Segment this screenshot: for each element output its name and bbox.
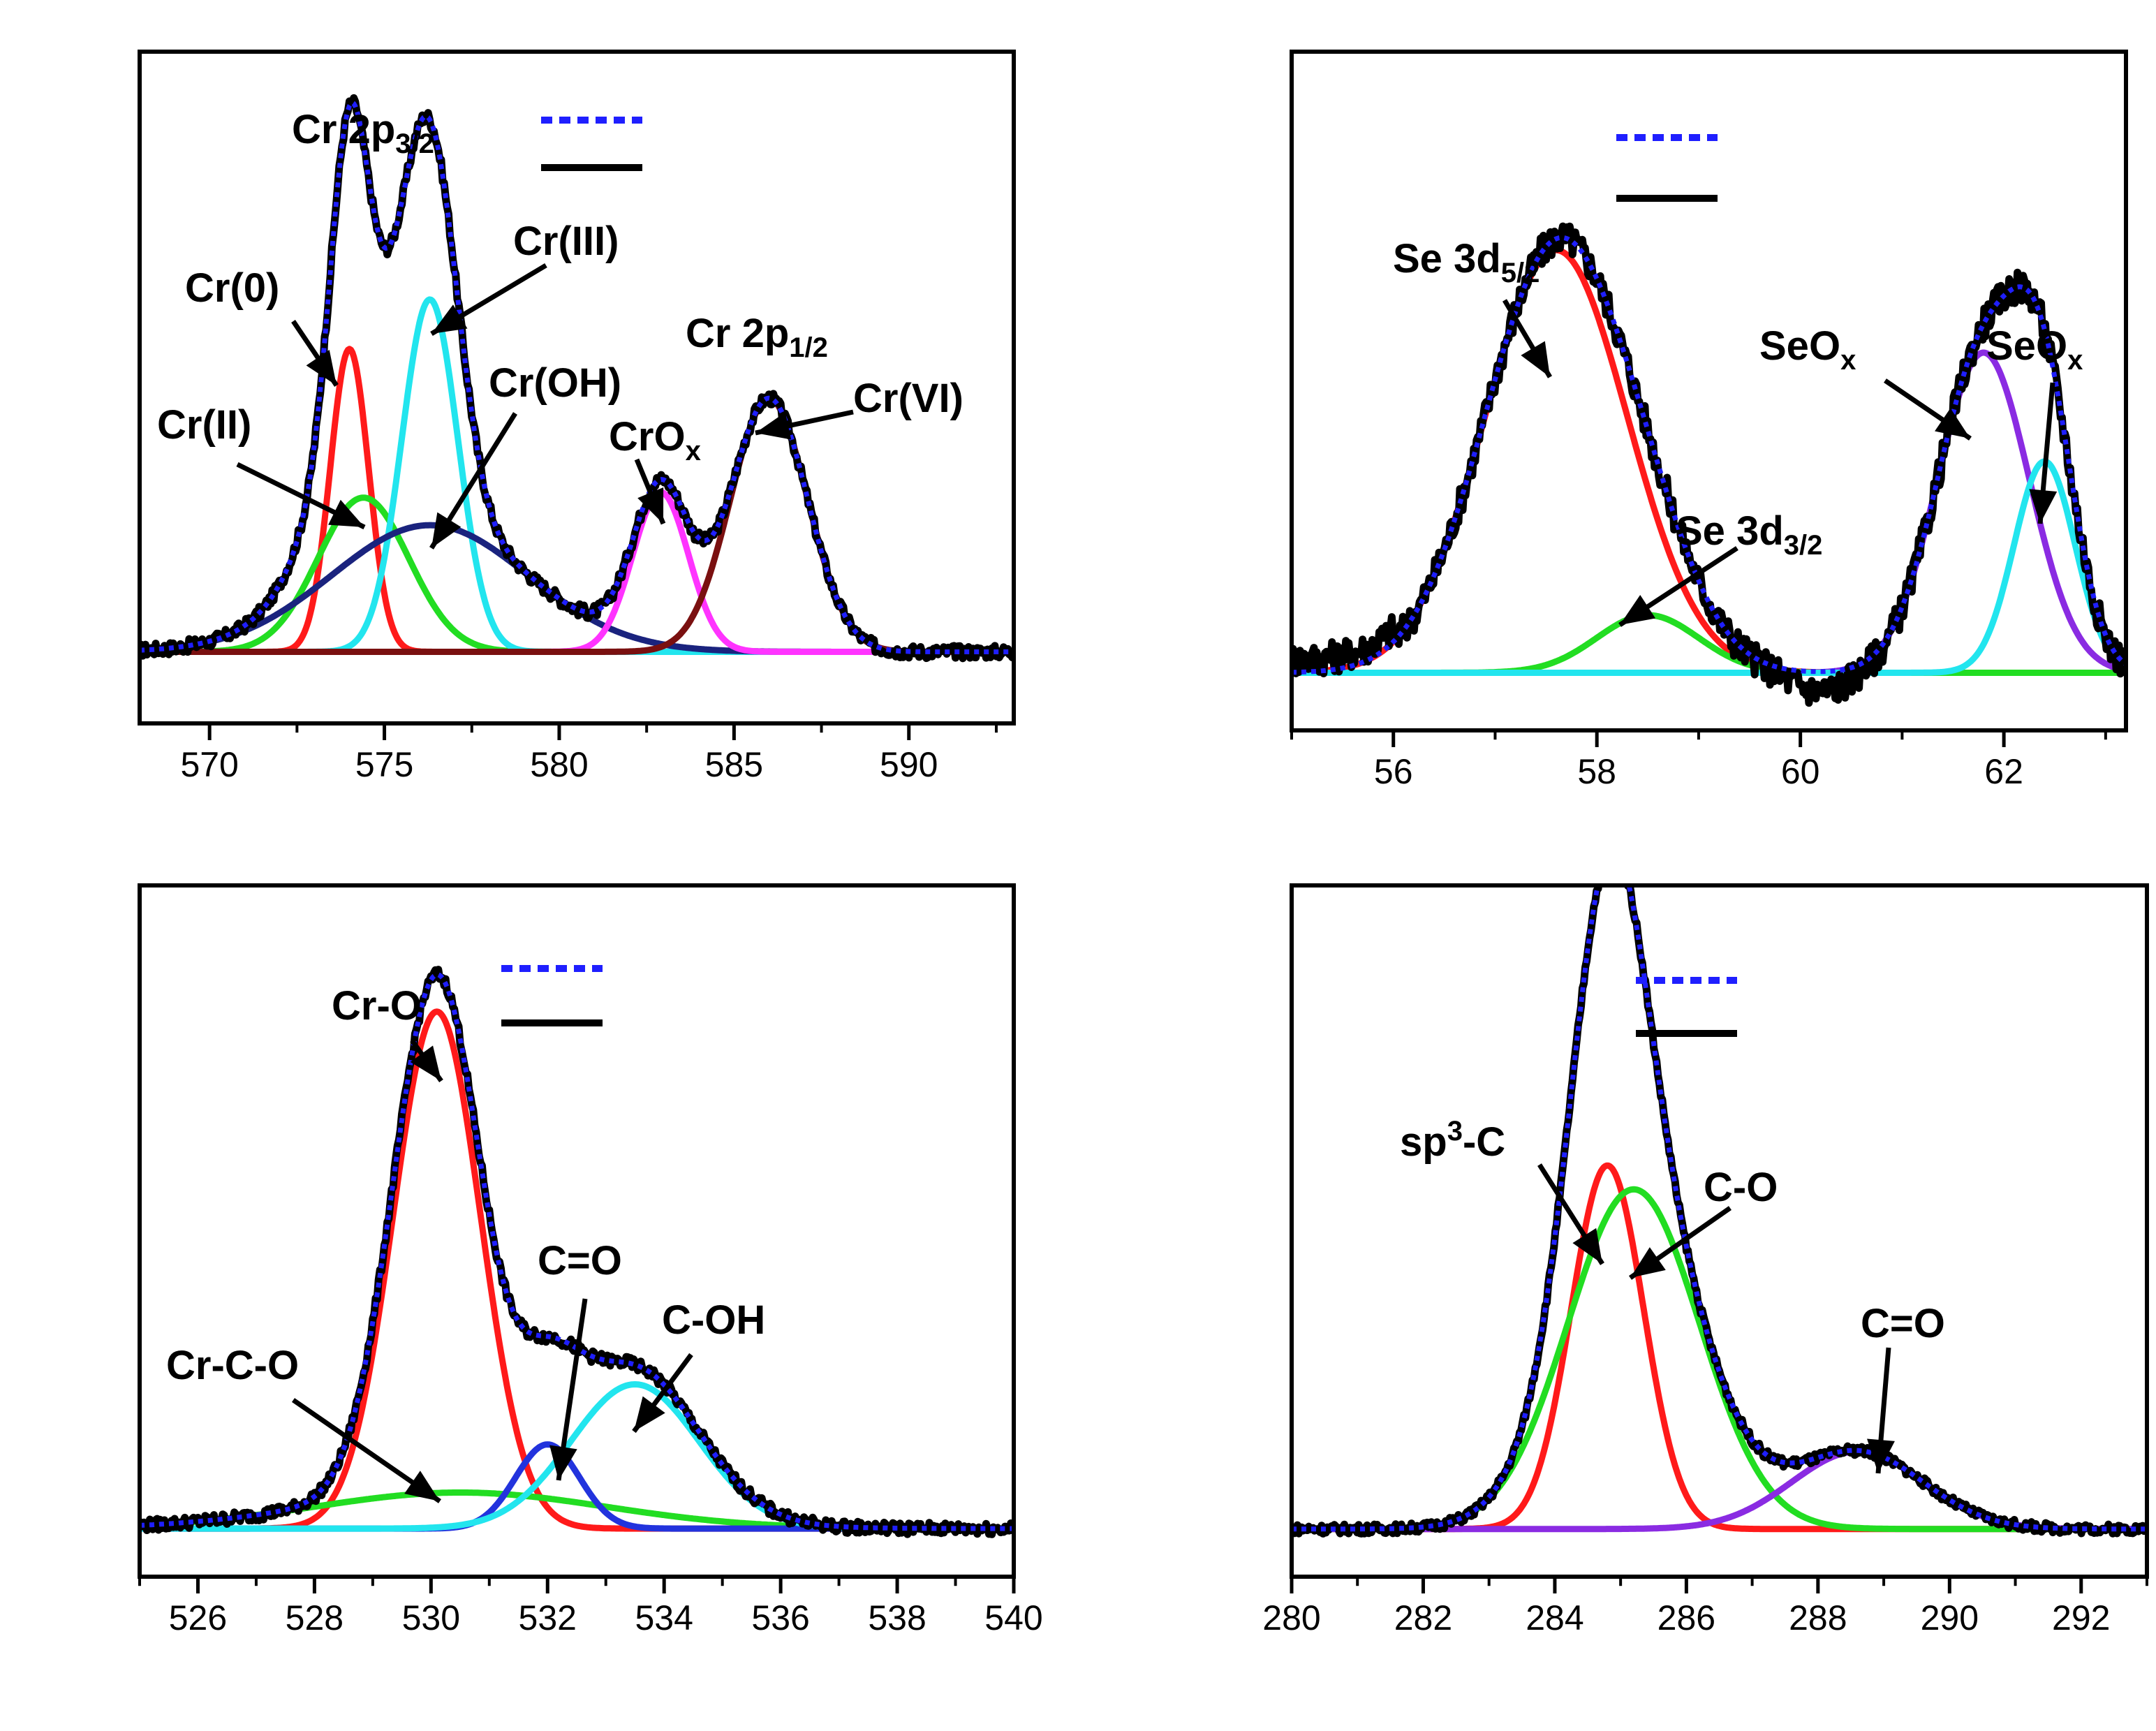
- peak-label-seox1: SeOx: [1759, 323, 1856, 376]
- x-tick-label: 530: [402, 1598, 460, 1637]
- x-tick-label: 280: [1262, 1598, 1320, 1637]
- x-tick-label: 575: [355, 745, 413, 784]
- component-seox: [1292, 458, 2126, 676]
- peak-label-crco: Cr-C-O: [166, 1343, 299, 1388]
- axes-frame: [1290, 50, 2128, 732]
- panel-a: 570 575 580 585 590 Cr 2p3/2 Cr(0) Cr(III) Cr(II…: [138, 50, 1016, 784]
- x-tick-label: 540: [984, 1598, 1042, 1637]
- x-tick-label: 532: [519, 1598, 577, 1637]
- peak-label-co: C-O: [1704, 1165, 1778, 1210]
- plot-area: [140, 966, 1014, 1538]
- x-tick-label: 528: [286, 1598, 344, 1637]
- experimental-curve: [1292, 222, 2126, 707]
- x-tick-label: 580: [530, 745, 588, 784]
- peak-label-croh: Cr(OH): [489, 360, 621, 406]
- x-tick-label: 290: [1921, 1598, 1979, 1637]
- arrow-head: [1521, 341, 1550, 377]
- x-tick-label: 58: [1577, 752, 1616, 791]
- plot-area: [1292, 885, 2147, 1538]
- x-tick-label: 282: [1394, 1598, 1452, 1637]
- peak-label-cr2p32: Cr 2p3/2: [292, 107, 434, 159]
- arrow-head: [637, 487, 664, 524]
- arrow-head: [328, 499, 364, 527]
- panel-b: 56 58 60 62 Se 3d5/2 Se 3d3/2 SeOx SeOx: [1290, 50, 2128, 791]
- x-tick-label: 570: [180, 745, 238, 784]
- peak-label-seox2: SeOx: [1986, 323, 2083, 376]
- peak-label-ceo: C=O: [538, 1238, 622, 1283]
- axes-frame: [138, 883, 1016, 1579]
- component-crox: [140, 489, 1014, 655]
- component-cr-ii-: [140, 494, 1014, 655]
- peak-label-cr6: Cr(VI): [853, 376, 963, 421]
- experimental-curve: [140, 94, 1014, 663]
- arrow-head: [549, 1445, 577, 1480]
- axes-frame: [1290, 883, 2149, 1579]
- x-tick-label: 536: [751, 1598, 809, 1637]
- arrow-head: [404, 1471, 440, 1501]
- axes-frame: [138, 50, 1016, 725]
- x-tick-label: 286: [1657, 1598, 1715, 1637]
- x-tick-label: 288: [1789, 1598, 1847, 1637]
- peak-label-se52: Se 3d5/2: [1393, 236, 1540, 288]
- plot-area: [140, 94, 1014, 663]
- panel-c: 526 528 530 532 534 536 538 540 Cr-O C=O C-OH Cr-C-…: [138, 883, 1043, 1637]
- component-c-o: [1292, 1448, 2147, 1533]
- arrow-head: [755, 412, 792, 440]
- peak-label-ceo: C=O: [1861, 1301, 1945, 1346]
- x-tick-label: 526: [169, 1598, 227, 1637]
- arrow-head: [410, 1045, 441, 1081]
- x-tick-label: 60: [1781, 752, 1820, 791]
- fitted-curve: [1292, 885, 2147, 1532]
- peak-label-cr3: Cr(III): [513, 219, 619, 264]
- x-tick-label: 62: [1984, 752, 2023, 791]
- peak-label-coh: C-OH: [662, 1297, 765, 1343]
- panel-d: 280 282 284 286 288 290 292 sp3-C C-O C=O: [1262, 883, 2149, 1637]
- x-tick-label: 56: [1374, 752, 1413, 791]
- fitted-curve: [1292, 235, 2126, 675]
- x-tick-label: 534: [635, 1598, 693, 1637]
- arrow-head: [2029, 489, 2058, 524]
- arrow-head: [1620, 594, 1656, 625]
- component-sp3-c: [1292, 1162, 2147, 1533]
- peak-label-crox: CrOx: [609, 414, 701, 466]
- arrow-head: [1935, 408, 1970, 439]
- x-tick-label: 292: [2052, 1598, 2110, 1637]
- peak-label-cr2: Cr(II): [157, 402, 251, 448]
- fitted-curve: [140, 99, 1014, 654]
- arrow-head: [431, 512, 462, 548]
- peak-label-cr2p12: Cr 2p1/2: [686, 311, 828, 363]
- arrow-head: [1572, 1228, 1602, 1264]
- arrow-head: [634, 1396, 665, 1431]
- x-tick-label: 538: [868, 1598, 926, 1637]
- peak-label-cr0: Cr(0): [185, 265, 279, 311]
- arrow-head: [306, 350, 337, 385]
- plot-area: [1292, 222, 2126, 707]
- peak-label-se32: Se 3d3/2: [1676, 508, 1822, 561]
- peak-label-sp3: sp3-C: [1400, 1116, 1505, 1165]
- arrow-head: [1867, 1438, 1895, 1473]
- arrow-head: [1630, 1247, 1666, 1278]
- x-tick-label: 284: [1526, 1598, 1583, 1637]
- x-tick-label: 590: [880, 745, 938, 784]
- peak-label-cro: Cr-O: [332, 983, 422, 1029]
- x-tick-label: 585: [705, 745, 763, 784]
- arrow-head: [431, 304, 468, 334]
